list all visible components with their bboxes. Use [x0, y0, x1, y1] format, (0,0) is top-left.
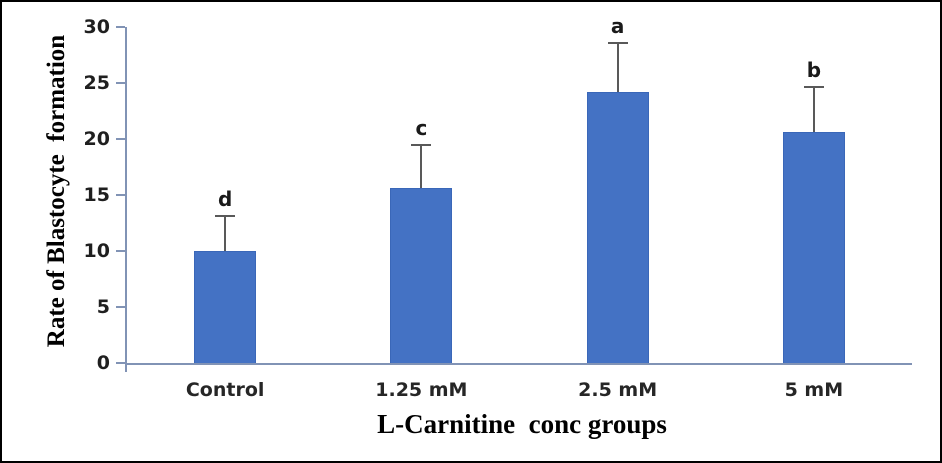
y-axis-tick — [116, 250, 125, 252]
y-axis-tick — [116, 362, 125, 364]
bar — [782, 132, 845, 363]
y-tick-label: 10 — [83, 240, 110, 262]
error-bar-cap — [215, 215, 236, 218]
y-tick-label: 25 — [83, 72, 110, 94]
error-bar-cap — [607, 41, 628, 44]
significance-letter: a — [610, 13, 625, 38]
y-tick-label: 30 — [83, 16, 110, 38]
y-axis-tick — [116, 194, 125, 196]
y-tick-label: 5 — [96, 296, 110, 318]
error-bar — [420, 144, 423, 189]
bar — [194, 251, 257, 363]
error-bar — [224, 216, 227, 251]
category-label: 5 mM — [784, 379, 844, 401]
bar — [586, 91, 649, 363]
y-axis-tick — [116, 306, 125, 308]
significance-letter: b — [806, 58, 822, 83]
x-axis-line — [127, 363, 912, 365]
category-label: 2.5 mM — [578, 379, 658, 401]
y-axis-tick — [116, 26, 125, 28]
error-bar — [616, 42, 619, 92]
x-axis-title: L-Carnitine conc groups — [377, 409, 667, 439]
category-label: Control — [185, 379, 265, 401]
y-tick-label: 20 — [83, 128, 110, 150]
significance-letter: d — [217, 187, 233, 212]
significance-letter: c — [415, 115, 428, 140]
y-axis-tick — [116, 138, 125, 140]
y-tick-label: 15 — [83, 184, 110, 206]
bar — [390, 188, 453, 363]
y-axis-tick — [116, 82, 125, 84]
y-axis-line — [125, 27, 127, 372]
error-bar — [812, 87, 815, 133]
y-tick-label: 0 — [96, 352, 110, 374]
category-label: 1.25 mM — [375, 379, 468, 401]
error-bar-cap — [803, 86, 824, 89]
error-bar-cap — [411, 143, 432, 146]
